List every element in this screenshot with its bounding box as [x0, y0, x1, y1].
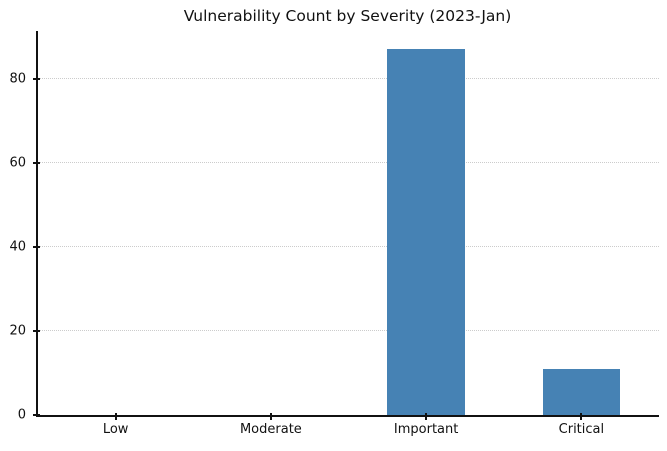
y-tick-mark-60: [33, 161, 40, 164]
x-tick-label-important: Important: [393, 422, 459, 437]
bar-critical: [542, 368, 621, 415]
plot-area: 0 20 40 60 80 Low Moderate Important Critical: [9, 31, 659, 437]
gridline-60: [38, 161, 659, 163]
gridline-80: [38, 77, 659, 79]
y-tick-label-40: 40: [9, 239, 26, 255]
x-tick-mark-critical: [580, 413, 583, 420]
x-tick-mark-low: [114, 413, 117, 420]
y-tick-mark-40: [33, 245, 40, 248]
y-tick-label-80: 80: [9, 71, 26, 87]
x-tick-label-critical: Critical: [558, 422, 605, 437]
y-tick-mark-20: [33, 329, 40, 332]
x-tick-mark-moderate: [269, 413, 272, 420]
y-tick-mark-80: [33, 77, 40, 80]
x-tick-label-low: Low: [102, 422, 129, 437]
y-tick-label-0: 0: [17, 407, 26, 423]
bar-important: [387, 49, 465, 415]
x-tick-mark-important: [425, 413, 428, 420]
y-tick-label-20: 20: [9, 323, 26, 339]
gridline-20: [38, 329, 659, 331]
x-tick-label-moderate: Moderate: [239, 422, 302, 437]
gridline-40: [38, 245, 659, 247]
y-tick-mark-0: [33, 414, 40, 416]
chart-title: Vulnerability Count by Severity (2023-Ja…: [183, 7, 512, 25]
y-tick-label-60: 60: [9, 155, 26, 171]
